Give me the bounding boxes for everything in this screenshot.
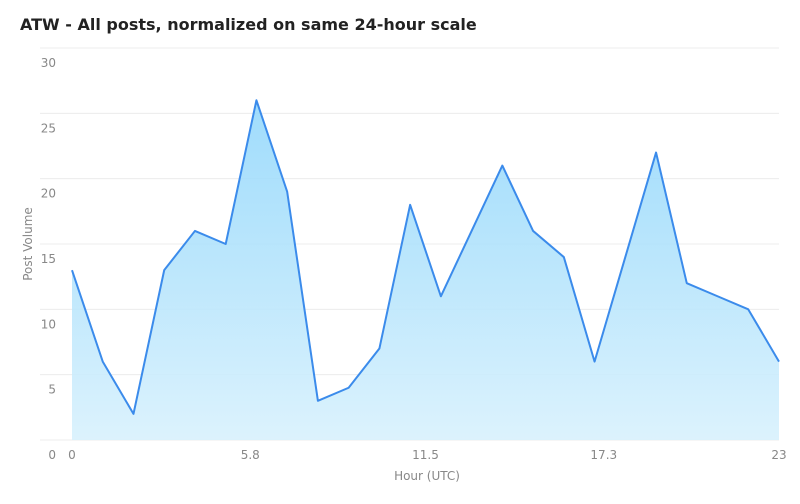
y-tick-label: 5 <box>48 383 56 397</box>
y-tick-label: 0 <box>48 448 56 462</box>
x-tick-label: 11.5 <box>412 448 439 462</box>
y-tick-label: 10 <box>41 317 56 331</box>
x-tick-label: 5.8 <box>241 448 260 462</box>
y-tick-label: 25 <box>41 121 56 135</box>
x-tick-label: 0 <box>68 448 76 462</box>
x-axis-label: Hour (UTC) <box>394 469 460 483</box>
y-tick-label: 15 <box>41 252 56 266</box>
chart-title: ATW - All posts, normalized on same 24-h… <box>20 15 477 34</box>
y-tick-label: 30 <box>41 56 56 70</box>
area <box>72 100 779 441</box>
line <box>71 99 780 415</box>
y-axis-label: Post Volume <box>21 207 35 281</box>
x-tick-label: 23 <box>771 448 786 462</box>
y-tick-label: 20 <box>41 187 56 201</box>
x-tick-label: 17.3 <box>590 448 617 462</box>
